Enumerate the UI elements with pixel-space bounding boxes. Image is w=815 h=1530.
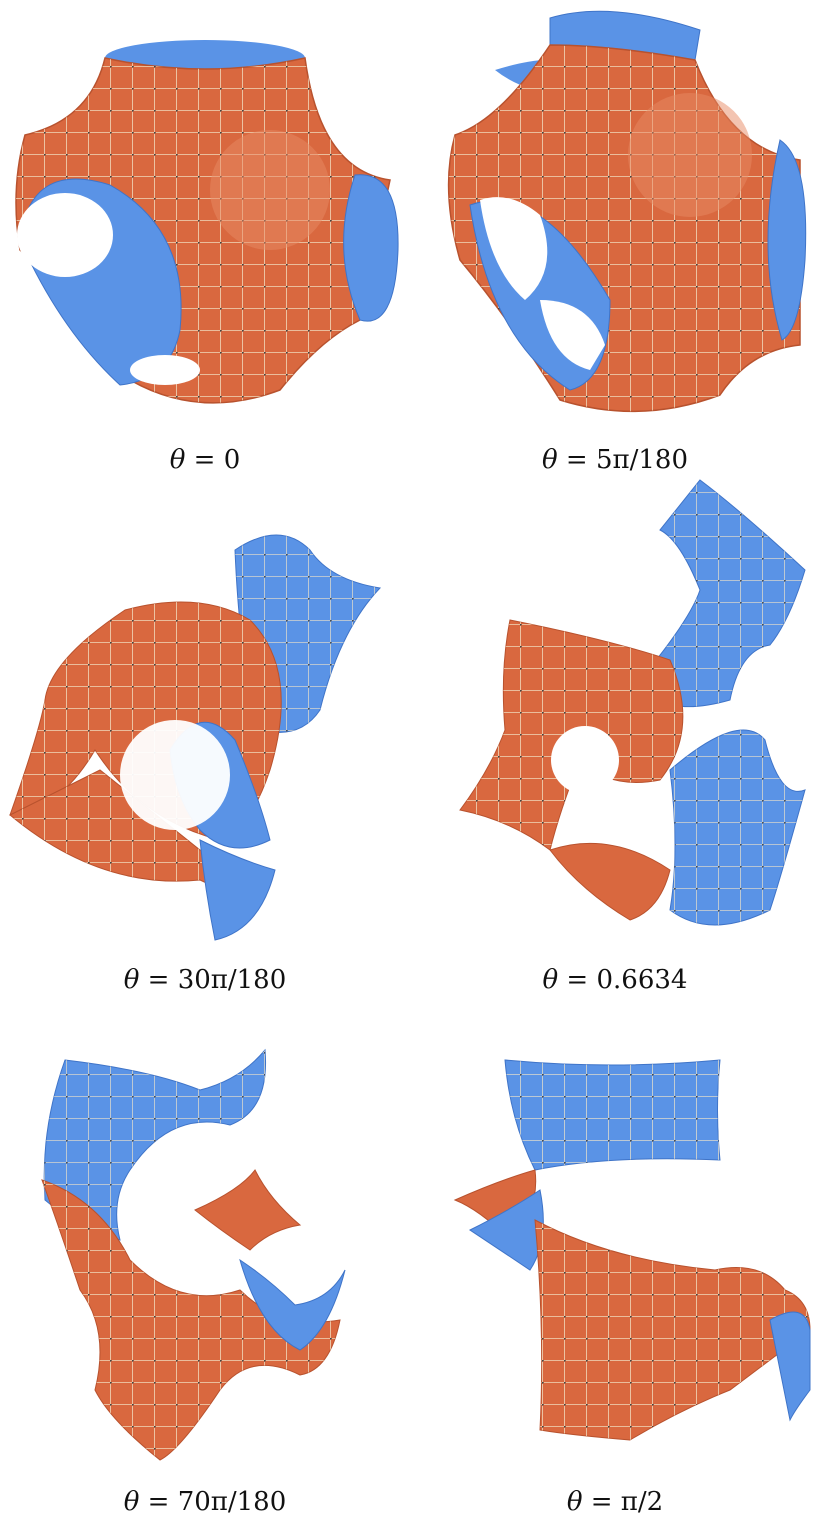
caption-theta-30pi-180: θ = 30π/180 [123, 965, 287, 995]
caption-theta-70pi-180: θ = 70π/180 [123, 1487, 287, 1517]
right-opening [343, 174, 399, 322]
surface-theta-pi-2 [453, 1059, 811, 1441]
caption-theta-5pi-180: θ = 5π/180 [542, 445, 688, 475]
surface-theta-0 [15, 40, 399, 404]
caption-theta-0-6634: θ = 0.6634 [542, 965, 688, 995]
surface-theta-5pi-180 [447, 10, 807, 413]
panel-theta-5pi-180 [410, 0, 815, 430]
surface-theta-0-6634 [459, 479, 806, 926]
panel-theta-70pi-180 [0, 1030, 410, 1470]
left-hole [17, 193, 113, 277]
surface-theta-70pi-180 [41, 1048, 346, 1461]
panel-theta-pi-2 [410, 1030, 815, 1470]
surface-theta-30pi-180 [9, 534, 382, 941]
caption-theta-0: θ = 0 [169, 445, 241, 475]
panel-theta-0-6634 [410, 470, 815, 950]
panel-theta-0 [0, 0, 410, 430]
caption-theta-pi-2: θ = π/2 [566, 1487, 664, 1517]
panel-theta-30pi-180 [0, 510, 410, 950]
